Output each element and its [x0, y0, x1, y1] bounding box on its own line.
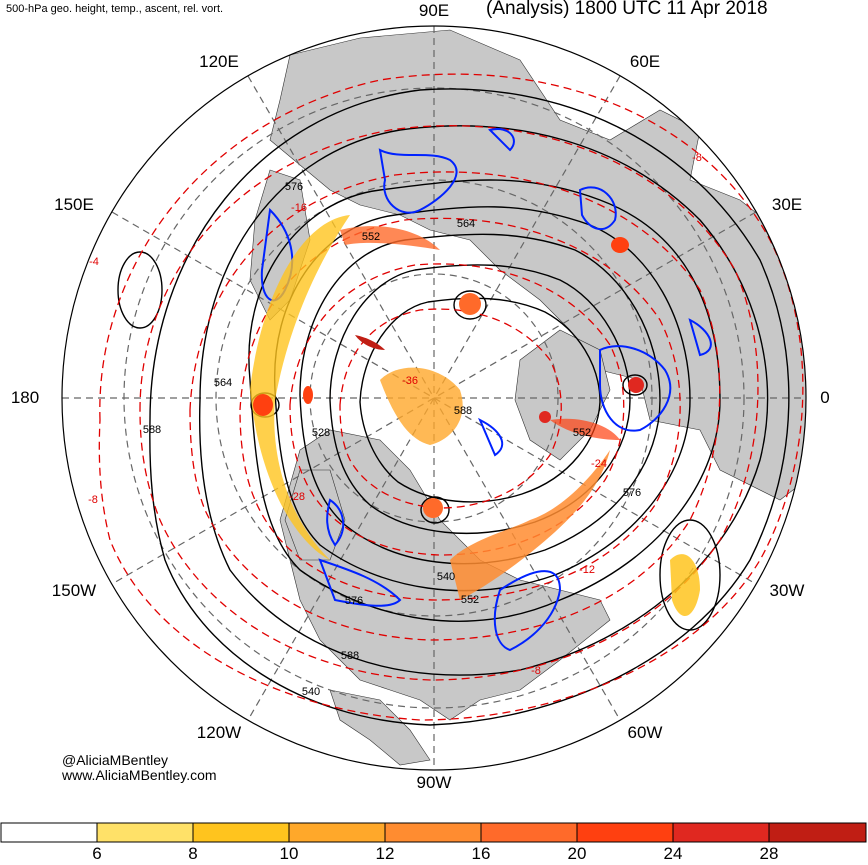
lon-label-0: 0	[820, 388, 830, 407]
lon-label-30e: 30E	[771, 195, 803, 214]
height-label: 540	[436, 571, 456, 583]
colorbar-tick: 12	[375, 844, 395, 863]
lon-label-90w: 90W	[416, 773, 452, 792]
temp-label: -8	[88, 494, 98, 506]
colorbar-tick: 20	[567, 844, 587, 863]
colorbar-tick: 6	[92, 844, 102, 863]
height-label: 528	[311, 427, 331, 439]
colorbar-swatch-6	[577, 823, 673, 842]
height-label: 588	[453, 405, 473, 417]
vorticity-shading	[250, 215, 700, 617]
colorbar-swatch-0	[1, 823, 97, 842]
temp-label: -24	[591, 458, 607, 470]
temp-label: -16	[291, 202, 307, 214]
colorbar-swatch-2	[193, 823, 289, 842]
lon-label-180: 180	[10, 388, 40, 407]
temp-label: -8	[692, 152, 702, 164]
colorbar-swatch-5	[481, 823, 577, 842]
temp-label: -12	[579, 564, 595, 576]
colorbar-swatch-7	[673, 823, 769, 842]
height-label: 576	[344, 595, 364, 607]
lon-label-150e: 150E	[54, 195, 94, 214]
height-label: 576	[622, 487, 642, 499]
height-label: 552	[361, 231, 381, 243]
temp-label: -28	[289, 491, 305, 503]
land-masses	[249, 29, 806, 766]
height-label: 588	[142, 424, 162, 436]
lon-label-150w: 150W	[51, 581, 97, 600]
height-contours	[117, 88, 790, 726]
height-label: 552	[460, 594, 480, 606]
colorbar-tick: 10	[279, 844, 299, 863]
credit-twitter: @AliciaMBentley	[62, 752, 169, 768]
colorbar	[0, 822, 867, 843]
colorbar-tick: 16	[471, 844, 491, 863]
colorbar-swatch-1	[97, 823, 193, 842]
ascent-contours	[260, 128, 712, 652]
colorbar-tick: 8	[188, 844, 198, 863]
colorbar-swatch-8	[769, 823, 866, 842]
lon-label-90e: 90E	[418, 1, 450, 20]
lon-label-120w: 120W	[196, 723, 242, 742]
map-title-fields: 500-hPa geo. height, temp., ascent, rel.…	[6, 3, 224, 15]
height-label: 564	[456, 218, 476, 230]
colorbar-swatch-4	[385, 823, 481, 842]
height-label: 552	[572, 427, 592, 439]
lon-label-60w: 60W	[627, 723, 663, 742]
height-label: 540	[301, 686, 321, 698]
lon-label-30w: 30W	[769, 581, 805, 600]
map-title-valid-time: (Analysis) 1800 UTC 11 Apr 2018	[486, 0, 768, 19]
colorbar-swatch-3	[289, 823, 385, 842]
lon-label-120e: 120E	[199, 52, 239, 71]
temp-label: -4	[89, 256, 99, 268]
colorbar-tick: 28	[759, 844, 779, 863]
temp-label: -8	[531, 665, 541, 677]
height-label: 588	[340, 650, 360, 662]
colorbar-tick: 24	[663, 844, 683, 863]
credit-website: www.AliciaMBentley.com	[62, 767, 217, 783]
temp-label: -36	[402, 375, 418, 387]
lon-label-60e: 60E	[629, 52, 661, 71]
height-label: 576	[284, 181, 304, 193]
map-boundary	[61, 25, 807, 771]
height-label: 564	[213, 377, 233, 389]
